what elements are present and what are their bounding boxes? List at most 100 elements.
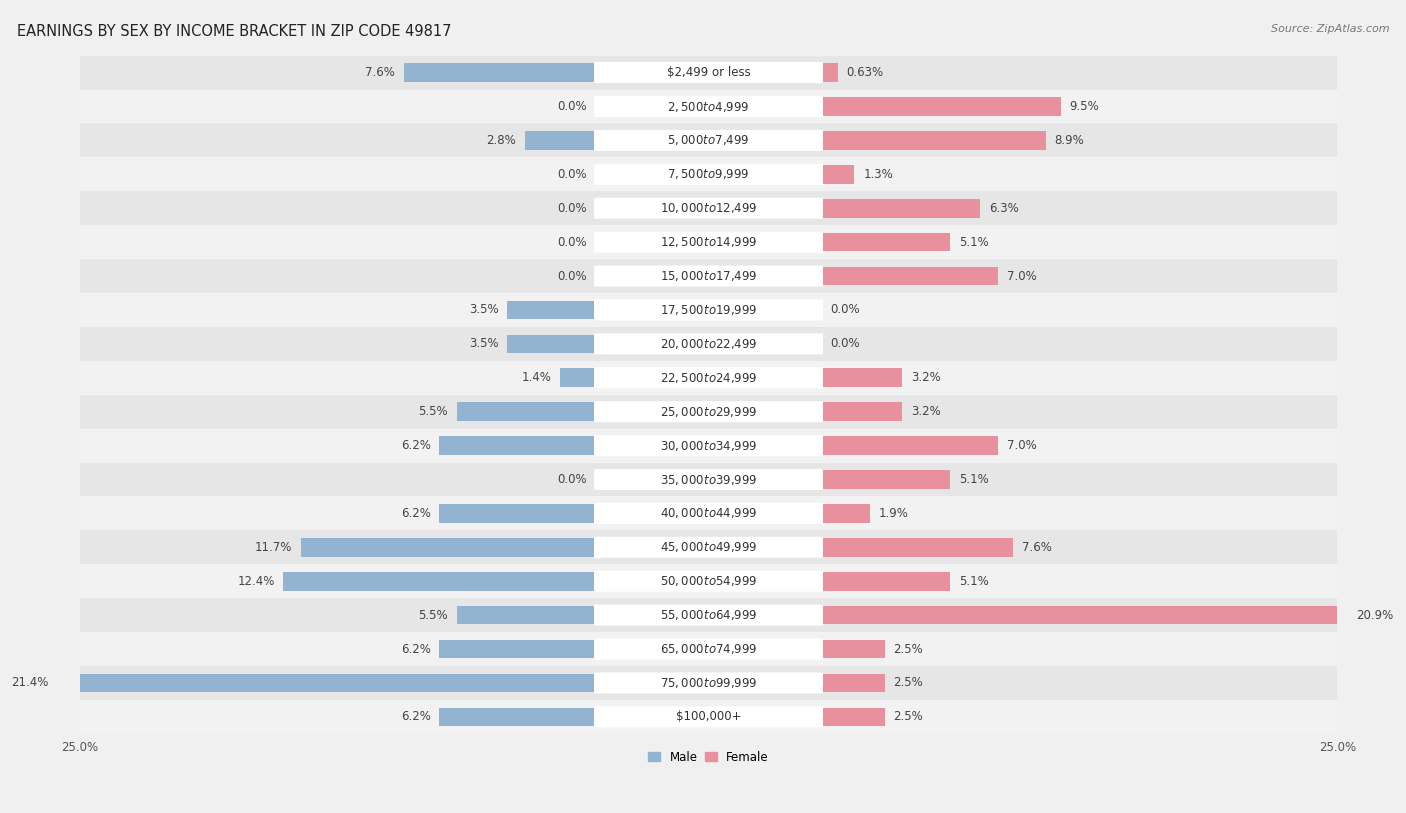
Bar — [524, 131, 595, 150]
Bar — [821, 437, 998, 455]
Text: 20.9%: 20.9% — [1357, 609, 1393, 622]
Text: 7.6%: 7.6% — [1022, 541, 1052, 554]
Text: $55,000 to $64,999: $55,000 to $64,999 — [659, 608, 758, 622]
FancyBboxPatch shape — [595, 163, 823, 185]
Text: $5,000 to $7,499: $5,000 to $7,499 — [668, 133, 749, 147]
Bar — [821, 707, 884, 726]
Bar — [821, 470, 950, 489]
Text: $30,000 to $34,999: $30,000 to $34,999 — [659, 438, 758, 453]
Legend: Male, Female: Male, Female — [644, 746, 773, 768]
FancyBboxPatch shape — [595, 62, 823, 83]
Text: 0.63%: 0.63% — [846, 66, 883, 79]
Bar — [821, 402, 903, 421]
Bar — [80, 428, 1337, 463]
Bar — [821, 199, 980, 218]
Text: $35,000 to $39,999: $35,000 to $39,999 — [659, 472, 758, 486]
Bar — [80, 293, 1337, 327]
Text: $15,000 to $17,499: $15,000 to $17,499 — [659, 269, 758, 283]
FancyBboxPatch shape — [595, 638, 823, 659]
Text: $20,000 to $22,499: $20,000 to $22,499 — [659, 337, 758, 351]
Bar — [80, 666, 1337, 700]
Text: Source: ZipAtlas.com: Source: ZipAtlas.com — [1271, 24, 1389, 34]
Bar — [821, 165, 855, 184]
Text: 3.2%: 3.2% — [911, 405, 941, 418]
Text: 8.9%: 8.9% — [1054, 134, 1084, 147]
Bar — [80, 225, 1337, 259]
Bar — [439, 640, 595, 659]
Text: 3.5%: 3.5% — [468, 337, 499, 350]
Text: $45,000 to $49,999: $45,000 to $49,999 — [659, 541, 758, 554]
Text: 0.0%: 0.0% — [557, 270, 586, 283]
Text: 7.0%: 7.0% — [1007, 270, 1036, 283]
FancyBboxPatch shape — [595, 299, 823, 320]
Bar — [80, 327, 1337, 361]
Bar — [821, 504, 869, 523]
Text: 7.6%: 7.6% — [366, 66, 395, 79]
Bar — [457, 402, 595, 421]
Bar — [301, 538, 595, 557]
Text: 12.4%: 12.4% — [238, 575, 274, 588]
Bar — [80, 191, 1337, 225]
Text: 0.0%: 0.0% — [831, 303, 860, 316]
Text: 0.0%: 0.0% — [557, 202, 586, 215]
Bar — [80, 395, 1337, 428]
Text: 2.8%: 2.8% — [486, 134, 516, 147]
Text: 0.0%: 0.0% — [557, 167, 586, 180]
Bar — [80, 497, 1337, 530]
Bar — [439, 707, 595, 726]
Text: $17,500 to $19,999: $17,500 to $19,999 — [659, 303, 758, 317]
Bar — [821, 267, 998, 285]
Bar — [80, 598, 1337, 632]
Text: 6.2%: 6.2% — [401, 439, 430, 452]
Text: 1.3%: 1.3% — [863, 167, 893, 180]
Text: 5.1%: 5.1% — [959, 575, 988, 588]
Text: $50,000 to $54,999: $50,000 to $54,999 — [659, 574, 758, 589]
Text: 11.7%: 11.7% — [254, 541, 292, 554]
FancyBboxPatch shape — [595, 266, 823, 286]
Text: 1.9%: 1.9% — [879, 507, 908, 520]
Bar — [58, 674, 595, 693]
Text: 3.5%: 3.5% — [468, 303, 499, 316]
Text: 5.1%: 5.1% — [959, 236, 988, 249]
Text: 5.5%: 5.5% — [419, 405, 449, 418]
FancyBboxPatch shape — [595, 605, 823, 626]
FancyBboxPatch shape — [595, 367, 823, 389]
Bar — [821, 674, 884, 693]
Bar — [821, 368, 903, 387]
Bar — [821, 233, 950, 251]
Bar — [80, 632, 1337, 666]
Bar — [821, 572, 950, 590]
Bar — [821, 98, 1060, 115]
Text: 6.2%: 6.2% — [401, 642, 430, 655]
Text: 5.5%: 5.5% — [419, 609, 449, 622]
Bar — [439, 437, 595, 455]
Text: $65,000 to $74,999: $65,000 to $74,999 — [659, 642, 758, 656]
Bar — [284, 572, 595, 590]
Bar — [508, 334, 595, 353]
Text: $100,000+: $100,000+ — [676, 711, 741, 724]
Text: 0.0%: 0.0% — [831, 337, 860, 350]
Text: $25,000 to $29,999: $25,000 to $29,999 — [659, 405, 756, 419]
Text: $2,499 or less: $2,499 or less — [666, 66, 751, 79]
Bar — [457, 606, 595, 624]
Bar — [80, 158, 1337, 191]
Bar — [560, 368, 595, 387]
Bar — [80, 89, 1337, 124]
Bar — [821, 131, 1046, 150]
Text: 0.0%: 0.0% — [557, 236, 586, 249]
Bar — [80, 55, 1337, 89]
Bar — [80, 700, 1337, 734]
Bar — [821, 606, 1347, 624]
FancyBboxPatch shape — [595, 503, 823, 524]
FancyBboxPatch shape — [595, 537, 823, 558]
Text: 21.4%: 21.4% — [11, 676, 48, 689]
FancyBboxPatch shape — [595, 672, 823, 693]
FancyBboxPatch shape — [595, 571, 823, 592]
Text: $22,500 to $24,999: $22,500 to $24,999 — [659, 371, 758, 385]
Text: $75,000 to $99,999: $75,000 to $99,999 — [659, 676, 758, 690]
Bar — [80, 259, 1337, 293]
Text: $10,000 to $12,499: $10,000 to $12,499 — [659, 202, 758, 215]
Bar — [80, 124, 1337, 158]
Text: $2,500 to $4,999: $2,500 to $4,999 — [668, 99, 749, 114]
Text: 3.2%: 3.2% — [911, 372, 941, 385]
